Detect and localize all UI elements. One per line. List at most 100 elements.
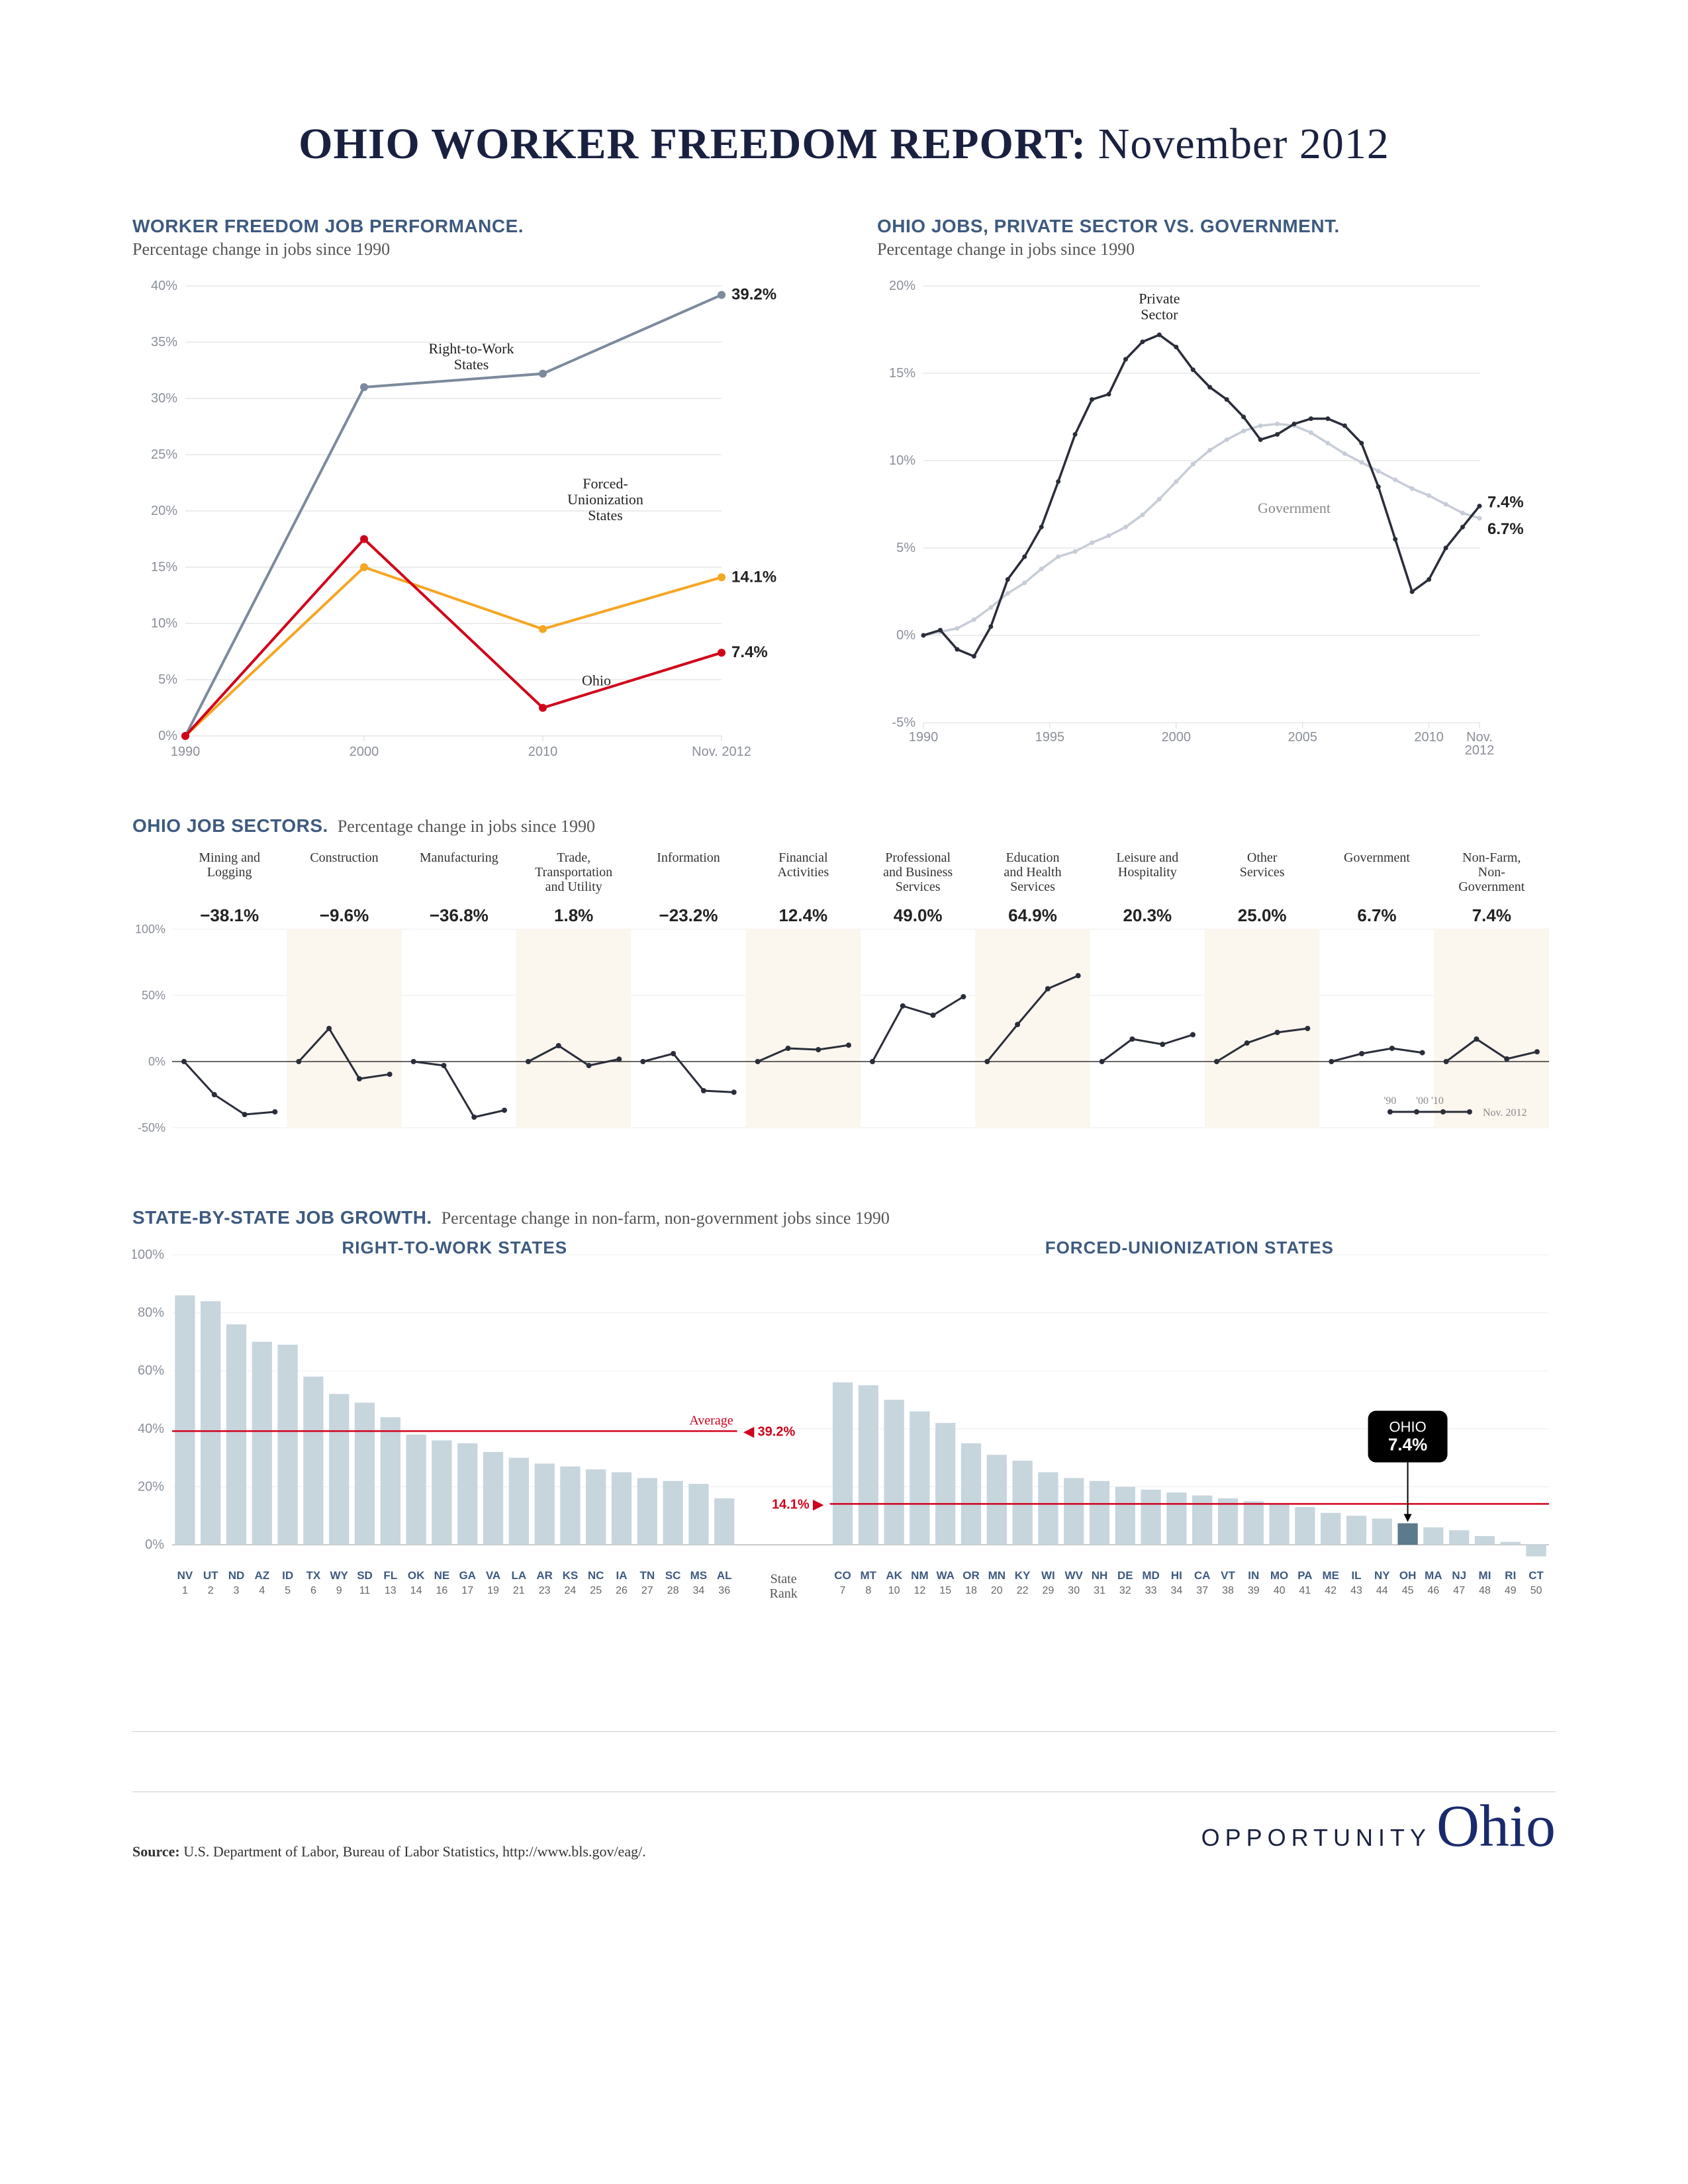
svg-text:MT: MT [861, 1569, 877, 1582]
footer: Source: U.S. Department of Labor, Bureau… [132, 1792, 1556, 1860]
svg-text:CT: CT [1528, 1569, 1544, 1582]
logo: OPPORTUNITYOhio [1201, 1792, 1556, 1860]
svg-text:0%: 0% [145, 1537, 164, 1552]
svg-text:1990: 1990 [171, 745, 201, 759]
svg-text:80%: 80% [138, 1306, 164, 1320]
svg-text:5: 5 [285, 1585, 291, 1596]
svg-text:21: 21 [513, 1585, 525, 1596]
svg-text:11: 11 [359, 1585, 371, 1596]
svg-text:50%: 50% [142, 989, 165, 1002]
svg-text:DE: DE [1117, 1569, 1133, 1582]
svg-text:14.1%: 14.1% [731, 568, 776, 586]
svg-text:OtherServices: OtherServices [1240, 850, 1285, 880]
svg-text:ID: ID [282, 1569, 293, 1582]
svg-text:35%: 35% [151, 335, 177, 349]
svg-text:0%: 0% [896, 628, 915, 643]
chart1-title: WORKER FREEDOM JOB PERFORMANCE. [132, 216, 811, 237]
sectors-sub: Percentage change in jobs since 1990 [338, 817, 595, 837]
svg-text:IA: IA [616, 1569, 628, 1582]
svg-text:MD: MD [1142, 1569, 1159, 1582]
svg-text:UT: UT [203, 1569, 218, 1582]
svg-text:3: 3 [234, 1585, 240, 1596]
svg-text:31: 31 [1094, 1585, 1105, 1596]
states-section: STATE-BY-STATE JOB GROWTH. Percentage ch… [132, 1207, 1556, 1698]
states-title: STATE-BY-STATE JOB GROWTH. [132, 1207, 432, 1228]
logo-script: Ohio [1436, 1794, 1556, 1859]
svg-text:34: 34 [1171, 1585, 1183, 1596]
svg-text:TX: TX [306, 1569, 321, 1582]
svg-text:43: 43 [1350, 1585, 1362, 1596]
svg-text:CO: CO [834, 1569, 851, 1582]
svg-text:AL: AL [717, 1569, 732, 1582]
svg-text:48: 48 [1479, 1585, 1491, 1596]
svg-text:VA: VA [486, 1569, 500, 1582]
svg-text:Leisure andHospitality: Leisure andHospitality [1116, 850, 1178, 880]
svg-text:NE: NE [434, 1569, 450, 1582]
svg-text:0%: 0% [148, 1055, 165, 1068]
svg-text:40%: 40% [151, 279, 177, 293]
svg-text:2000: 2000 [1162, 730, 1192, 745]
svg-text:30: 30 [1068, 1585, 1080, 1596]
svg-text:15%: 15% [151, 560, 177, 574]
svg-text:SC: SC [665, 1569, 681, 1582]
logo-text: OPPORTUNITY [1201, 1824, 1431, 1851]
svg-text:Trade,Transportationand Utilit: Trade,Transportationand Utility [535, 850, 612, 894]
svg-text:25%: 25% [151, 447, 177, 462]
svg-text:64.9%: 64.9% [1008, 905, 1057, 925]
svg-text:15%: 15% [889, 366, 915, 381]
svg-text:NV: NV [177, 1569, 193, 1582]
svg-text:RI: RI [1505, 1569, 1516, 1582]
svg-text:8: 8 [865, 1585, 871, 1596]
svg-text:25: 25 [590, 1585, 602, 1596]
svg-text:Average: Average [689, 1413, 733, 1428]
svg-text:ND: ND [228, 1569, 245, 1582]
svg-text:Professionaland BusinessServic: Professionaland BusinessServices [883, 850, 953, 894]
svg-text:16: 16 [436, 1585, 448, 1596]
chart2-col: OHIO JOBS, PRIVATE SECTOR VS. GOVERNMENT… [877, 216, 1556, 776]
svg-text:Nov. 2012: Nov. 2012 [692, 745, 751, 759]
svg-text:27: 27 [641, 1585, 653, 1596]
svg-text:NC: NC [588, 1569, 604, 1582]
svg-text:RIGHT-TO-WORK STATES: RIGHT-TO-WORK STATES [342, 1238, 567, 1257]
source-text: U.S. Department of Labor, Bureau of Labo… [180, 1843, 646, 1860]
svg-text:46: 46 [1428, 1585, 1440, 1596]
svg-text:20%: 20% [151, 504, 177, 518]
svg-text:TN: TN [639, 1569, 655, 1582]
svg-text:2000: 2000 [350, 745, 379, 759]
svg-text:NM: NM [911, 1569, 928, 1582]
svg-text:Educationand HealthServices: Educationand HealthServices [1004, 850, 1061, 894]
svg-text:18: 18 [965, 1585, 977, 1596]
sectors-svg: 100%50%0%-50%Mining andLogging−38.1%Cons… [132, 843, 1556, 1161]
svg-text:33: 33 [1145, 1585, 1157, 1596]
svg-text:Government: Government [1344, 850, 1410, 865]
states-svg: 0%20%40%60%80%100%RIGHT-TO-WORK STATESFO… [132, 1235, 1556, 1698]
svg-text:GA: GA [459, 1569, 476, 1582]
svg-text:Non-Farm,Non-Government: Non-Farm,Non-Government [1458, 850, 1524, 894]
svg-text:39: 39 [1248, 1585, 1260, 1596]
separator [132, 1731, 1556, 1732]
svg-text:◀ 39.2%: ◀ 39.2% [743, 1424, 796, 1439]
chart2-sub: Percentage change in jobs since 1990 [877, 240, 1556, 259]
svg-text:22: 22 [1017, 1585, 1029, 1596]
svg-text:FORCED-UNIONIZATION STATES: FORCED-UNIONIZATION STATES [1045, 1238, 1334, 1257]
svg-text:ME: ME [1322, 1569, 1339, 1582]
svg-text:6.7%: 6.7% [1487, 520, 1524, 538]
svg-text:KY: KY [1015, 1569, 1031, 1582]
svg-text:−23.2%: −23.2% [659, 905, 718, 925]
chart2-title: OHIO JOBS, PRIVATE SECTOR VS. GOVERNMENT… [877, 216, 1556, 237]
svg-text:Ohio: Ohio [582, 672, 611, 689]
svg-text:2010: 2010 [1414, 730, 1444, 745]
svg-text:OHIO: OHIO [1389, 1419, 1426, 1435]
svg-text:5%: 5% [158, 672, 177, 687]
svg-text:29: 29 [1043, 1585, 1055, 1596]
svg-text:26: 26 [616, 1585, 628, 1596]
svg-text:14: 14 [410, 1585, 422, 1596]
page-title: OHIO WORKER FREEDOM REPORT: November 201… [132, 119, 1556, 169]
svg-text:4: 4 [259, 1585, 265, 1596]
svg-text:14.1% ▶: 14.1% ▶ [772, 1497, 824, 1512]
svg-text:MI: MI [1479, 1569, 1491, 1582]
title-rest: November 2012 [1086, 120, 1389, 168]
svg-text:PA: PA [1297, 1569, 1312, 1582]
svg-text:PrivateSector: PrivateSector [1139, 290, 1180, 322]
svg-text:HI: HI [1171, 1569, 1182, 1582]
